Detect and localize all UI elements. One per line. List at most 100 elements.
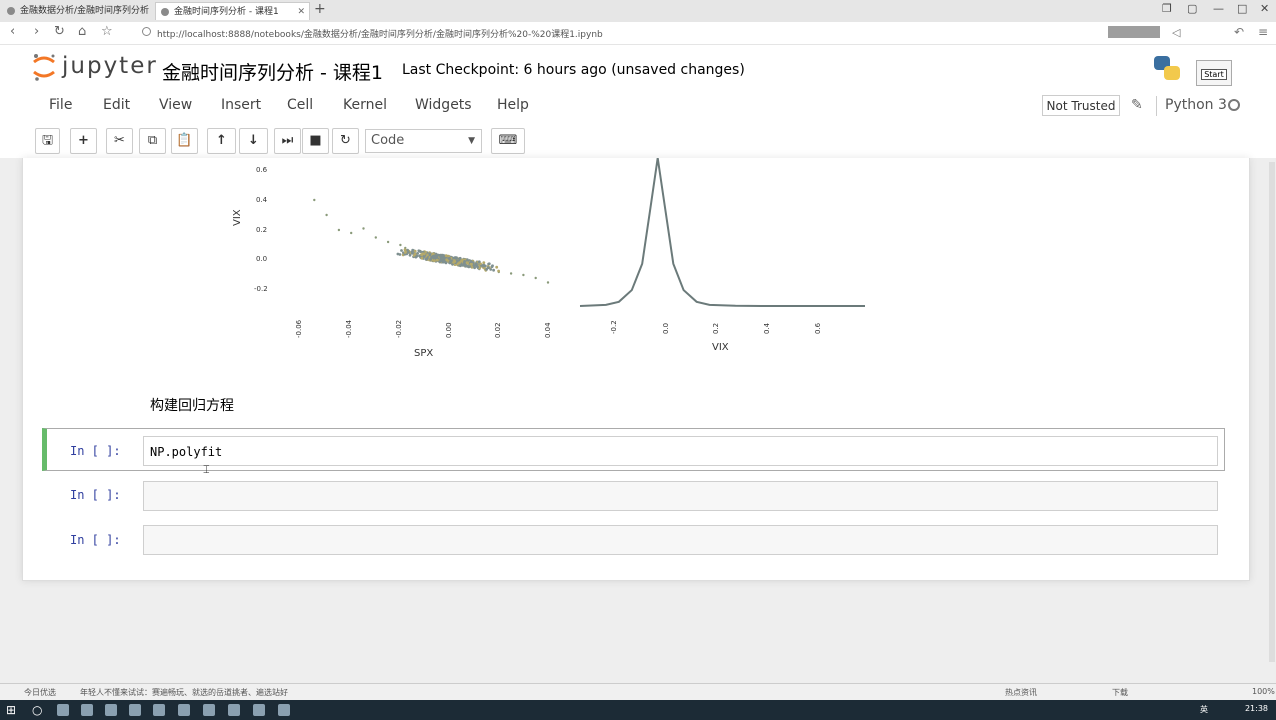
ime-indicator[interactable]: 英 — [1200, 705, 1208, 714]
forward-icon[interactable]: › — [34, 24, 40, 39]
taskbar-app-icon[interactable] — [129, 704, 141, 716]
cut-button[interactable]: ✂ — [106, 128, 133, 154]
menu-view[interactable]: View — [159, 97, 193, 113]
save-button[interactable]: 🖫 — [35, 128, 60, 154]
taskbar-app-icon[interactable] — [278, 704, 290, 716]
undo-icon[interactable]: ↶ — [1234, 25, 1245, 39]
windows-start-icon[interactable]: ⊞ — [6, 703, 17, 717]
minimize-icon[interactable]: — — [1213, 2, 1224, 15]
taskbar-app-icon[interactable] — [203, 704, 215, 716]
taskbar-app-icon[interactable] — [81, 704, 93, 716]
text-cursor-icon: ⌶ — [203, 463, 210, 476]
density-x-tick-3: 0.4 — [763, 322, 771, 334]
scatter-point — [452, 261, 455, 264]
browser-tab-1[interactable]: 金融数据分析/金融时间序列分析 — [2, 2, 152, 20]
scatter-point — [458, 261, 461, 264]
scatter-point — [445, 258, 449, 262]
menu-cell[interactable]: Cell — [287, 97, 314, 113]
status-zoom[interactable]: 100% — [1252, 687, 1275, 696]
scatter-point — [350, 231, 353, 235]
move-down-button[interactable]: ↓ — [239, 128, 268, 154]
browser-menu-icon[interactable]: ≡ — [1258, 25, 1269, 39]
command-palette-button[interactable]: ⌨ — [491, 128, 525, 154]
taskbar-clock[interactable]: 21:38 — [1244, 704, 1268, 713]
scatter-point — [429, 258, 432, 261]
taskbar-app-icon[interactable] — [178, 704, 190, 716]
status-hot-news[interactable]: 热点资讯 — [1005, 688, 1037, 697]
status-left-label[interactable]: 今日优选 — [24, 688, 56, 697]
cut-icon: ✂ — [114, 133, 125, 148]
density-x-tick-2: 0.2 — [712, 322, 720, 334]
status-news[interactable]: 年轻人不懂来试试：赛遍畅玩、就选的岳道挑者、遍选站好 — [80, 688, 288, 697]
menu-edit[interactable]: Edit — [103, 97, 131, 113]
scatter-point — [416, 252, 419, 255]
taskbar-app-icon[interactable] — [105, 704, 117, 716]
scatter-point — [396, 252, 400, 256]
interrupt-button[interactable]: ■ — [302, 128, 329, 154]
plus-icon: + — [78, 133, 89, 148]
insert-cell-button[interactable]: + — [70, 128, 97, 154]
code-input[interactable] — [143, 481, 1218, 511]
not-trusted-button[interactable]: Not Trusted — [1042, 95, 1120, 116]
pin-icon[interactable]: ▢ — [1187, 2, 1198, 15]
scrollbar[interactable] — [1269, 162, 1275, 662]
code-cell-active[interactable] — [42, 428, 1225, 471]
menu-insert[interactable]: Insert — [221, 97, 262, 113]
new-tab-button[interactable]: + — [314, 1, 326, 17]
x-tick-4: 0.02 — [494, 322, 502, 338]
scatter-point — [447, 257, 451, 260]
scatter-point — [422, 252, 426, 256]
scatter-point — [407, 251, 410, 254]
notebook-title[interactable]: 金融时间序列分析 - 课程1 — [162, 62, 384, 84]
dropdown-arrow-icon: ▼ — [468, 136, 475, 146]
scatter-cloud — [396, 248, 500, 273]
back-icon[interactable]: ‹ — [10, 24, 16, 39]
taskbar-app-icon[interactable] — [228, 704, 240, 716]
copy-button[interactable]: ⧉ — [139, 128, 166, 154]
close-window-icon[interactable]: ✕ — [1260, 2, 1270, 15]
x-tick-5: 0.04 — [544, 322, 552, 338]
reload-icon[interactable]: ↻ — [54, 24, 65, 39]
paste-button[interactable]: 📋 — [171, 128, 198, 154]
taskbar-app-icon[interactable] — [153, 704, 165, 716]
share-icon[interactable]: ◁ — [1172, 26, 1181, 39]
cell-type-select[interactable]: Code ▼ — [365, 129, 482, 153]
scatter-point — [485, 268, 488, 271]
task-view-icon[interactable] — [57, 704, 69, 716]
star-icon[interactable]: ☆ — [101, 24, 113, 39]
maximize-icon[interactable]: □ — [1237, 2, 1248, 15]
search-icon[interactable]: ○ — [32, 703, 43, 717]
scatter-point — [462, 261, 466, 265]
scatter-point — [546, 281, 550, 284]
scatter-point — [415, 254, 419, 258]
markdown-heading[interactable]: 构建回归方程 — [150, 398, 234, 414]
restart-button[interactable]: ↻ — [332, 128, 359, 154]
run-button[interactable]: ⏭ — [274, 128, 301, 154]
scatter-point — [337, 228, 341, 232]
y-tick-0: 0.6 — [256, 166, 268, 174]
scatter-point — [424, 257, 428, 261]
site-info-icon[interactable] — [142, 27, 151, 36]
move-up-button[interactable]: ↑ — [207, 128, 236, 154]
menu-widgets[interactable]: Widgets — [415, 97, 472, 113]
scatter-point — [400, 249, 403, 252]
code-input[interactable] — [143, 525, 1218, 555]
url-field[interactable]: http://localhost:8888/notebooks/金融数据分析/金… — [157, 30, 603, 40]
status-download[interactable]: 下载 — [1112, 688, 1128, 697]
edit-pencil-icon[interactable]: ✎ — [1131, 97, 1143, 113]
scatter-point — [449, 259, 453, 263]
restore-icon[interactable]: ❐ — [1162, 2, 1172, 15]
extension-badge[interactable] — [1108, 26, 1160, 38]
menu-file[interactable]: File — [49, 97, 73, 113]
browser-tab-2[interactable]: 金融时间序列分析 - 课程1 ✕ — [155, 2, 310, 20]
menu-help[interactable]: Help — [497, 97, 529, 113]
cell-prompt: In [ ]: — [70, 533, 121, 547]
code-input[interactable]: NP.polyfit — [143, 436, 1218, 466]
close-tab-icon[interactable]: ✕ — [297, 7, 305, 17]
taskbar-app-icon[interactable] — [253, 704, 265, 716]
jupyter-logo-text[interactable]: jupyter — [62, 53, 158, 79]
home-icon[interactable]: ⌂ — [78, 24, 87, 39]
cell-type-value: Code — [371, 133, 405, 148]
menu-kernel[interactable]: Kernel — [343, 97, 387, 113]
tab-favicon-icon — [161, 8, 169, 16]
